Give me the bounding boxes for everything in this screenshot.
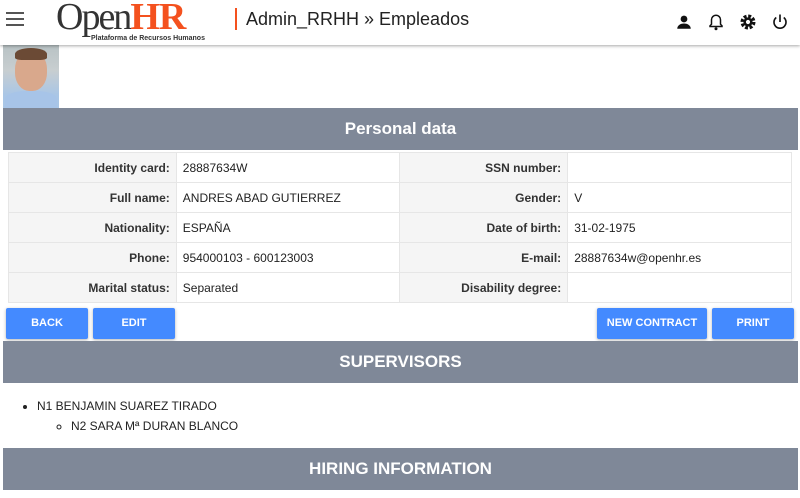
field-value: 31-02-1975 bbox=[567, 212, 792, 243]
edit-button[interactable]: EDIT bbox=[93, 308, 175, 339]
power-icon[interactable] bbox=[770, 12, 790, 32]
field-label: Nationality: bbox=[8, 212, 177, 243]
supervisors-list: N1 BENJAMIN SUAREZ TIRADO N2 SARA Mª DUR… bbox=[22, 399, 238, 433]
field-label: Marital status: bbox=[8, 272, 177, 303]
field-label: Date of birth: bbox=[399, 212, 569, 243]
field-label: SSN number: bbox=[399, 152, 569, 183]
field-label: Identity card: bbox=[8, 152, 177, 183]
field-value: ANDRES ABAD GUTIERREZ bbox=[175, 182, 401, 213]
field-label: Disability degree: bbox=[399, 272, 569, 303]
print-button[interactable]: PRINT bbox=[712, 308, 794, 339]
logo-subtitle: Plataforma de Recursos Humanos bbox=[91, 35, 205, 42]
menu-icon[interactable] bbox=[6, 12, 24, 26]
table-row: Full name: ANDRES ABAD GUTIERREZ Gender: V bbox=[8, 182, 792, 213]
personal-data-header: Personal data bbox=[3, 108, 798, 150]
new-contract-button[interactable]: NEW CONTRACT bbox=[597, 308, 707, 339]
hiring-information-header: HIRING INFORMATION bbox=[3, 448, 798, 490]
top-bar: OpenHR Plataforma de Recursos Humanos Ad… bbox=[0, 0, 800, 45]
avatar bbox=[3, 45, 59, 108]
supervisor-n1: N1 BENJAMIN SUAREZ TIRADO N2 SARA Mª DUR… bbox=[37, 399, 238, 433]
gear-icon[interactable] bbox=[738, 12, 758, 32]
supervisor-n2: N2 SARA Mª DURAN BLANCO bbox=[71, 419, 238, 433]
back-button[interactable]: BACK bbox=[6, 308, 88, 339]
field-value: V bbox=[567, 182, 792, 213]
table-row: Identity card: 28887634W SSN number: bbox=[8, 152, 792, 183]
logo-hr: HR bbox=[130, 0, 186, 38]
supervisors-header: SUPERVISORS bbox=[3, 341, 798, 383]
user-icon[interactable] bbox=[674, 12, 694, 32]
field-value: ESPAÑA bbox=[175, 212, 401, 243]
breadcrumb: Admin_RRHH » Empleados bbox=[235, 8, 469, 30]
table-row: Nationality: ESPAÑA Date of birth: 31-02-19… bbox=[8, 212, 792, 243]
table-row: Marital status: Separated Disability degre… bbox=[8, 272, 792, 303]
field-value bbox=[567, 152, 792, 183]
field-value: Separated bbox=[175, 272, 401, 303]
logo[interactable]: OpenHR Plataforma de Recursos Humanos bbox=[56, 0, 205, 44]
field-label: Full name: bbox=[8, 182, 177, 213]
field-value: 28887634w@openhr.es bbox=[567, 242, 792, 273]
table-row: Phone: 954000103 - 600123003 E-mail: 288876… bbox=[8, 242, 792, 273]
field-label: Gender: bbox=[399, 182, 569, 213]
field-value bbox=[567, 272, 792, 303]
field-label: Phone: bbox=[8, 242, 177, 273]
field-value: 28887634W bbox=[175, 152, 401, 183]
personal-data-table: Identity card: 28887634W SSN number: Full n… bbox=[8, 152, 792, 303]
field-value: 954000103 - 600123003 bbox=[175, 242, 401, 273]
field-label: E-mail: bbox=[399, 242, 569, 273]
logo-open: Open bbox=[56, 0, 132, 38]
bell-icon[interactable] bbox=[706, 12, 726, 32]
